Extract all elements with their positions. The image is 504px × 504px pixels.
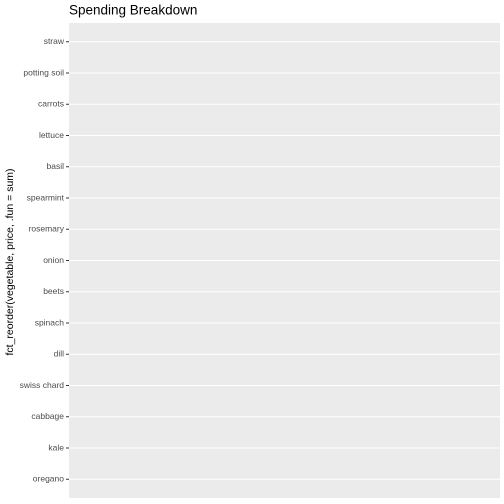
y-tick-label: lettuce bbox=[39, 130, 64, 140]
y-tick-label: cabbage bbox=[31, 411, 64, 421]
y-tick-label: swiss chard bbox=[20, 380, 65, 390]
y-tick-label: beets bbox=[43, 286, 64, 296]
y-tick-label: potting soil bbox=[23, 67, 64, 77]
y-tick-label: straw bbox=[44, 36, 65, 46]
y-tick-label: carrots bbox=[38, 99, 64, 109]
y-tick-label: basil bbox=[47, 161, 65, 171]
y-tick-label: onion bbox=[43, 255, 64, 265]
y-tick-label: dill bbox=[54, 349, 65, 359]
y-tick-label: oregano bbox=[33, 474, 64, 484]
chart-title: Spending Breakdown bbox=[69, 3, 197, 18]
y-tick-label: spearmint bbox=[27, 192, 65, 202]
y-tick-label: kale bbox=[48, 442, 64, 452]
y-tick-label: rosemary bbox=[29, 224, 65, 234]
y-tick-label: spinach bbox=[35, 317, 65, 327]
y-axis-label: fct_reorder(vegetable, price, .fun = sum… bbox=[4, 168, 16, 355]
